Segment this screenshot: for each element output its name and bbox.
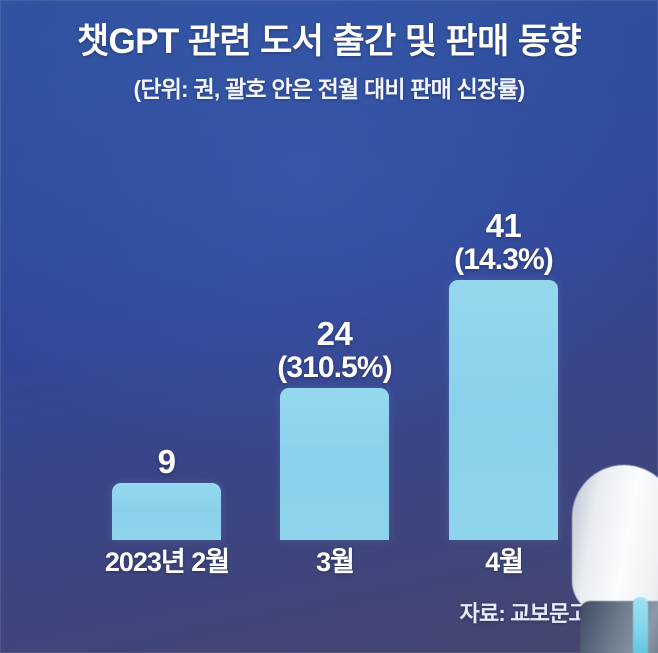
- bar-rect-apr: [449, 280, 558, 540]
- bar-growth-mar: (310.5%): [277, 351, 392, 384]
- bar-value-mar: 24: [316, 314, 353, 352]
- bar-group-apr: 41 (14.3%): [449, 208, 558, 540]
- bar-group-mar: 24 (310.5%): [277, 316, 393, 540]
- bar-label-group-apr: 41 (14.3%): [454, 206, 554, 276]
- bar-rect-feb: [112, 483, 221, 540]
- plot-area: 9 24 (310.5%) 41 (14.3%): [0, 150, 658, 540]
- bar-growth-apr: (14.3%): [454, 243, 554, 276]
- bar-group-feb: 9: [112, 444, 221, 540]
- chart-title: 챗GPT 관련 도서 출간 및 판매 동향: [76, 22, 582, 61]
- bar-value-apr: 41: [485, 206, 522, 244]
- bar-label-group-mar: 24 (310.5%): [277, 314, 392, 384]
- chart-subtitle: (단위: 권, 괄호 안은 전월 대비 판매 신장률): [133, 76, 525, 103]
- x-axis-label-mar: 3월: [316, 547, 355, 577]
- bar-value-feb: 9: [157, 442, 176, 480]
- source-note: 자료: 교보문고: [459, 601, 589, 626]
- x-axis-labels: 2023년 2월 3월 4월: [0, 540, 658, 584]
- bar-rect-mar: [280, 388, 389, 540]
- robot-accent-stripe: [633, 597, 648, 653]
- x-axis-label-feb: 2023년 2월: [104, 547, 230, 577]
- robot-base: [580, 601, 658, 653]
- x-axis-label-apr: 4월: [485, 547, 524, 577]
- bar-label-group-feb: 9: [157, 442, 176, 480]
- chart-header: 챗GPT 관련 도서 출간 및 판매 동향 (단위: 권, 괄호 안은 전월 대…: [0, 22, 658, 104]
